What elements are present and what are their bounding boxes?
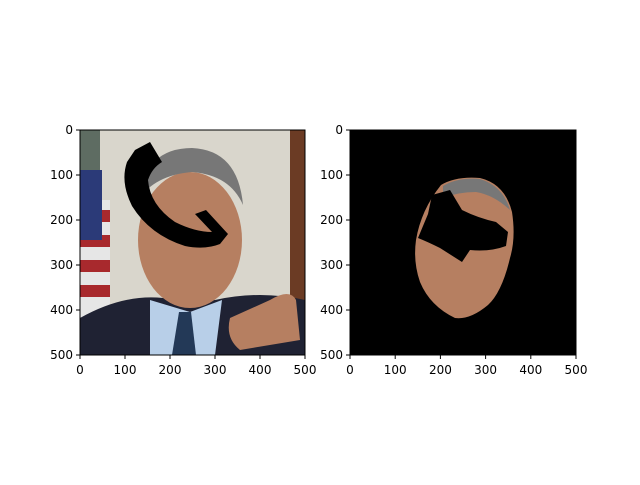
left-y-tick-label: 100 xyxy=(50,168,73,182)
right-y-tick-label: 100 xyxy=(320,168,343,182)
right-x-tick-label: 200 xyxy=(429,363,452,377)
right-x-tick-label: 300 xyxy=(474,363,497,377)
tie xyxy=(172,312,196,355)
left-x-tick-label: 500 xyxy=(294,363,317,377)
hand xyxy=(228,294,300,350)
left-y-tick-label: 200 xyxy=(50,213,73,227)
left-y-tick-label: 0 xyxy=(65,123,73,137)
left-image xyxy=(80,130,305,355)
right-x-tick-label: 100 xyxy=(384,363,407,377)
yticks-left: 0 100 200 300 400 500 xyxy=(50,123,80,362)
left-x-tick-label: 400 xyxy=(249,363,272,377)
left-y-tick-label: 400 xyxy=(50,303,73,317)
xticks-right: 0 100 200 300 400 500 xyxy=(346,355,587,377)
right-image xyxy=(350,130,576,355)
right-y-tick-label: 300 xyxy=(320,258,343,272)
left-x-tick-label: 0 xyxy=(76,363,84,377)
right-occlusion-mask xyxy=(418,190,508,262)
right-x-tick-label: 500 xyxy=(565,363,588,377)
right-hair xyxy=(443,178,510,210)
left-x-tick-label: 100 xyxy=(114,363,137,377)
left-occlusion-mask xyxy=(124,142,228,248)
right-y-tick-label: 400 xyxy=(320,303,343,317)
left-y-tick-label: 300 xyxy=(50,258,73,272)
right-x-tick-label: 0 xyxy=(346,363,354,377)
left-hair xyxy=(138,148,243,205)
yticks-right: 0 100 200 300 400 500 xyxy=(320,123,350,362)
axes-right: 0 100 200 300 400 500 0 100 200 300 400 500 xyxy=(320,123,587,377)
right-x-tick-label: 400 xyxy=(519,363,542,377)
axes-left: 0 100 200 300 400 500 0 100 200 300 400 500 xyxy=(50,123,316,377)
right-y-tick-label: 500 xyxy=(320,348,343,362)
right-y-tick-label: 200 xyxy=(320,213,343,227)
axes-right-frame xyxy=(349,129,577,356)
left-x-tick-label: 200 xyxy=(159,363,182,377)
left-y-tick-label: 500 xyxy=(50,348,73,362)
left-x-tick-label: 300 xyxy=(204,363,227,377)
right-y-tick-label: 0 xyxy=(335,123,343,137)
axes-left-frame xyxy=(79,129,306,356)
xticks-left: 0 100 200 300 400 500 xyxy=(76,355,316,377)
flag xyxy=(80,170,110,320)
